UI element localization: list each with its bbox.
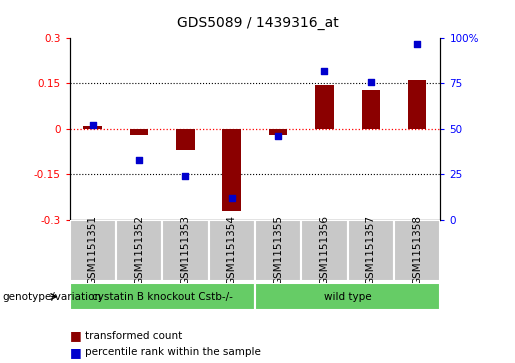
Point [320, 68, 329, 74]
Point [413, 41, 421, 46]
Bar [83, 126, 102, 129]
Bar [362, 90, 380, 129]
Bar [70, 283, 255, 310]
Bar [315, 85, 334, 129]
Bar [394, 220, 440, 281]
Bar [348, 220, 394, 281]
Text: ■: ■ [70, 329, 81, 342]
Text: genotype/variation: genotype/variation [3, 291, 101, 302]
Text: percentile rank within the sample: percentile rank within the sample [85, 347, 261, 357]
Point [274, 133, 282, 139]
Bar [255, 220, 301, 281]
Bar [70, 220, 116, 281]
Bar [269, 129, 287, 135]
Text: ■: ■ [70, 346, 81, 359]
Point [367, 79, 375, 85]
Text: GDS5089 / 1439316_at: GDS5089 / 1439316_at [177, 16, 338, 30]
Text: cystatin B knockout Cstb-/-: cystatin B knockout Cstb-/- [92, 292, 233, 302]
Bar [162, 220, 209, 281]
Text: transformed count: transformed count [85, 331, 182, 341]
Bar [130, 129, 148, 135]
Bar [209, 220, 255, 281]
Bar [176, 129, 195, 150]
Text: GSM1151353: GSM1151353 [180, 216, 191, 285]
Bar [116, 220, 162, 281]
Bar [408, 79, 426, 129]
Bar [301, 220, 348, 281]
Point [135, 157, 143, 163]
Text: GSM1151351: GSM1151351 [88, 216, 98, 285]
Point [89, 122, 97, 128]
Text: GSM1151357: GSM1151357 [366, 216, 376, 285]
Text: GSM1151354: GSM1151354 [227, 216, 237, 285]
Text: GSM1151356: GSM1151356 [319, 216, 330, 285]
Text: wild type: wild type [324, 292, 371, 302]
Text: GSM1151352: GSM1151352 [134, 216, 144, 285]
Text: GSM1151358: GSM1151358 [412, 216, 422, 285]
Point [228, 195, 236, 201]
Text: GSM1151355: GSM1151355 [273, 216, 283, 285]
Bar [255, 283, 440, 310]
Bar [222, 129, 241, 211]
Point [181, 173, 190, 179]
